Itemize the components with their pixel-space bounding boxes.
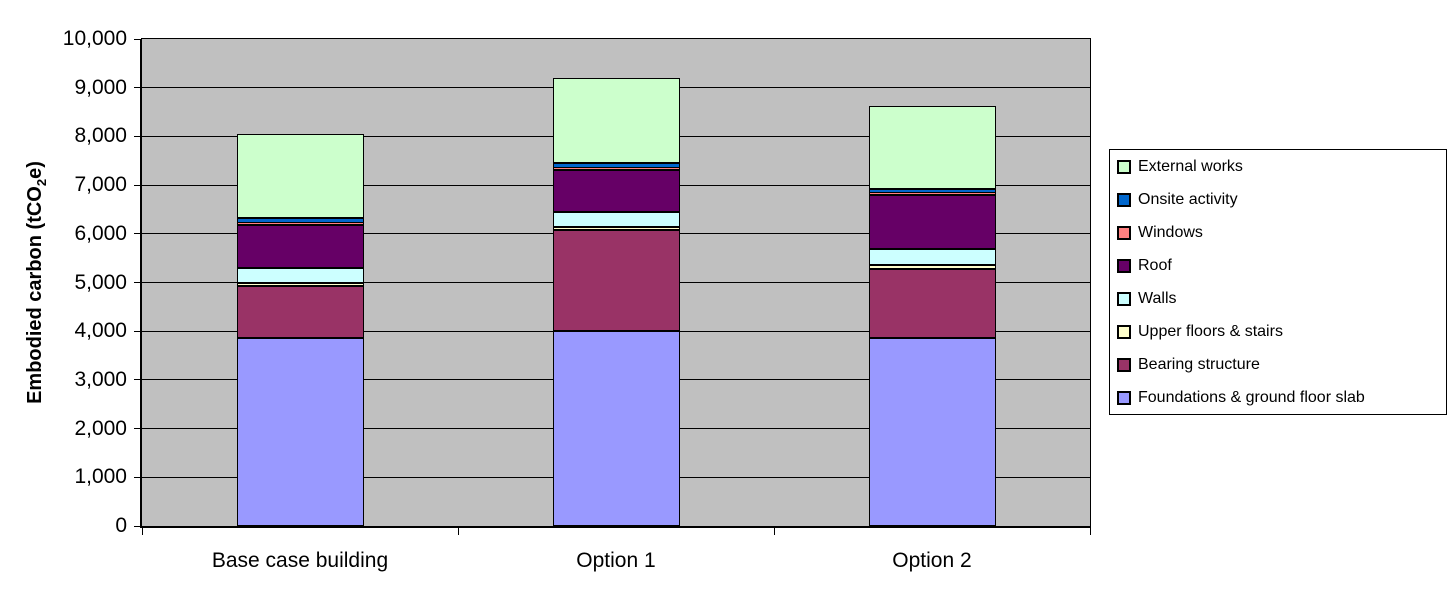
segment-roof [236, 225, 364, 268]
y-tick-mark [134, 135, 141, 137]
bar-option-1 [552, 77, 680, 526]
segment-roof [868, 194, 996, 250]
segment-external-works [236, 133, 364, 219]
legend-item: Windows [1110, 224, 1446, 242]
y-tick-label: 8,000 [74, 124, 127, 148]
legend-swatch-icon [1117, 324, 1131, 339]
legend-item-label: External works [1138, 157, 1243, 175]
y-tick-label: 6,000 [74, 221, 127, 245]
legend-item: Onsite activity [1110, 191, 1446, 209]
y-axis-line [140, 39, 142, 528]
y-tick-mark [134, 379, 141, 381]
segment-bearing-structure [236, 286, 364, 339]
legend-swatch-icon [1117, 291, 1131, 306]
segment-onsite-activity [868, 188, 996, 193]
y-tick-label: 0 [115, 514, 127, 537]
y-tick-label: 1,000 [74, 465, 127, 489]
legend-item-label: Foundations & ground floor slab [1138, 388, 1365, 406]
y-tick-mark [134, 233, 141, 235]
legend-item-label: Walls [1138, 289, 1177, 307]
y-tick-mark [134, 282, 141, 283]
y-tick-mark [134, 330, 141, 332]
y-tick-label: 4,000 [74, 319, 127, 343]
segment-onsite-activity [236, 218, 364, 224]
x-tick-mark [457, 527, 459, 535]
y-tick-mark [134, 87, 141, 89]
x-axis-line [140, 526, 1091, 528]
segment-bearing-structure [868, 268, 996, 339]
x-tick-mark [1089, 527, 1091, 535]
x-category-label: Option 1 [576, 549, 656, 572]
legend-item-label: Onsite activity [1138, 190, 1238, 208]
y-tick-mark [134, 428, 141, 430]
segment-upper-floors-stairs [552, 227, 680, 231]
y-tick-mark [134, 184, 141, 186]
bar-base-case-building [236, 133, 364, 526]
legend-swatch-icon [1117, 159, 1131, 174]
segment-roof [552, 170, 680, 212]
legend-item: Foundations & ground floor slab [1110, 389, 1446, 407]
legend-item: Walls [1110, 290, 1446, 308]
y-tick-label: 7,000 [74, 173, 127, 197]
y-tick-mark [134, 476, 141, 478]
segment-walls [868, 249, 996, 266]
legend-swatch-icon [1117, 225, 1131, 240]
segment-upper-floors-stairs [868, 265, 996, 269]
segment-upper-floors-stairs [236, 283, 364, 287]
legend-item-label: Roof [1138, 256, 1172, 274]
legend-swatch-icon [1117, 192, 1131, 207]
x-category-label: Option 2 [892, 549, 972, 572]
y-tick-label: 5,000 [74, 270, 127, 294]
legend-swatch-icon [1117, 357, 1131, 372]
y-tick-label: 10,000 [62, 27, 127, 50]
segment-walls [552, 211, 680, 227]
segment-foundations-ground-floor-slab [236, 338, 364, 526]
segment-foundations-ground-floor-slab [868, 338, 996, 526]
plot-area [141, 38, 1091, 527]
y-tick-label: 9,000 [74, 75, 127, 99]
segment-foundations-ground-floor-slab [552, 331, 680, 526]
legend-swatch-icon [1117, 390, 1131, 405]
x-tick-mark [141, 527, 143, 535]
segment-onsite-activity [552, 162, 680, 168]
legend-item-label: Upper floors & stairs [1138, 322, 1283, 340]
segment-external-works [552, 77, 680, 163]
x-tick-mark [773, 527, 775, 535]
legend-item-label: Bearing structure [1138, 355, 1260, 373]
y-tick-label: 3,000 [74, 367, 127, 391]
legend-item-label: Windows [1138, 223, 1203, 241]
segment-external-works [868, 106, 996, 189]
legend-item: Roof [1110, 257, 1446, 275]
bar-option-2 [868, 106, 996, 526]
y-tick-mark [134, 525, 141, 527]
legend-swatch-icon [1117, 258, 1131, 273]
x-category-label: Base case building [211, 549, 389, 572]
legend-item: Upper floors & stairs [1110, 323, 1446, 341]
segment-bearing-structure [552, 230, 680, 332]
legend: External works Onsite activity Windows Roof… [1109, 149, 1447, 415]
legend-item: External works [1110, 158, 1446, 176]
y-tick-label: 2,000 [74, 416, 127, 440]
legend-item: Bearing structure [1110, 356, 1446, 374]
y-tick-mark [134, 38, 141, 40]
segment-walls [236, 267, 364, 283]
